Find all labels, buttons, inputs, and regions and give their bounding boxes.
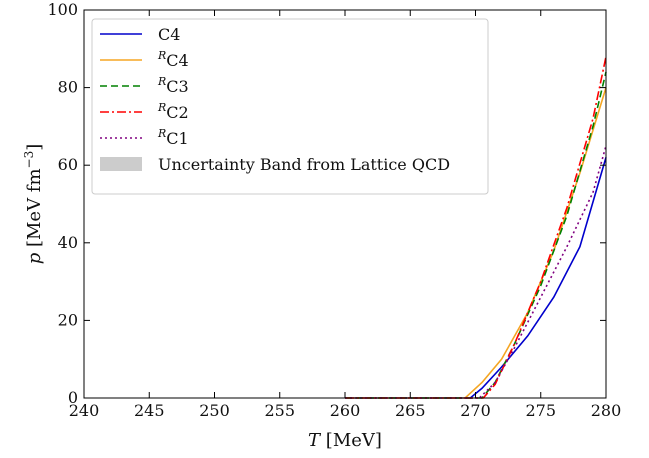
- series-line-R-C1: [345, 145, 607, 399]
- legend-entry-label: RC2: [157, 101, 189, 122]
- y-tick-label: 0: [68, 388, 78, 407]
- x-tick-label: 280: [591, 401, 622, 420]
- legend-entry-name: C1: [166, 129, 188, 148]
- legend-entry-superscript: R: [157, 101, 166, 114]
- x-tick-label: 275: [525, 401, 556, 420]
- legend-band-label: Uncertainty Band from Lattice QCD: [158, 155, 450, 174]
- legend-entry-name: C4: [166, 51, 188, 70]
- legend-entry-label: RC4: [157, 49, 189, 70]
- y-tick-label: 100: [47, 0, 78, 19]
- x-axis-var: T: [308, 430, 322, 451]
- legend-entry-superscript: R: [157, 49, 166, 62]
- legend-entry-name: C3: [166, 77, 188, 96]
- y-axis-var: p: [24, 252, 45, 264]
- y-axis-unit: [MeV fm: [24, 168, 45, 247]
- x-tick-label: 245: [134, 401, 165, 420]
- legend-entry-label: RC1: [157, 127, 189, 148]
- legend-entry-name: C2: [166, 103, 188, 122]
- legend-entry-superscript: R: [157, 75, 166, 88]
- x-tick-label: 250: [199, 401, 230, 420]
- y-axis-unit-exponent: −3: [22, 151, 36, 169]
- legend-entry-label: RC3: [157, 75, 189, 96]
- plot-frame: [83, 9, 607, 399]
- legend-box: [91, 18, 489, 195]
- series-layer: [345, 56, 607, 399]
- y-axis-unit-close: ]: [24, 144, 45, 151]
- x-axis-unit: [MeV]: [326, 430, 382, 451]
- x-tick-label: 270: [460, 401, 491, 420]
- x-tick-label: 240: [69, 401, 100, 420]
- series-line-R-C2: [345, 56, 607, 399]
- y-axis-label: p [MeV fm−3]: [22, 144, 45, 265]
- x-axis-label: T [MeV]: [308, 430, 382, 451]
- y-tick-label: 60: [58, 155, 78, 174]
- legend-entry-superscript: R: [157, 127, 166, 140]
- series-line-C4: [345, 157, 607, 399]
- series-line-R-C4: [345, 87, 607, 399]
- y-tick-label: 80: [58, 78, 78, 97]
- tick-layer: 240 245 250 255 260 265 270 275 280 0 20 40 60 80 100: [47, 0, 621, 420]
- legend-band-swatch: [100, 157, 142, 171]
- x-tick-label: 260: [330, 401, 361, 420]
- x-tick-label: 265: [395, 401, 426, 420]
- x-tick-label: 255: [264, 401, 295, 420]
- legend-entry-label: C4: [158, 25, 180, 44]
- y-tick-label: 40: [58, 233, 78, 252]
- y-tick-label: 20: [58, 310, 78, 329]
